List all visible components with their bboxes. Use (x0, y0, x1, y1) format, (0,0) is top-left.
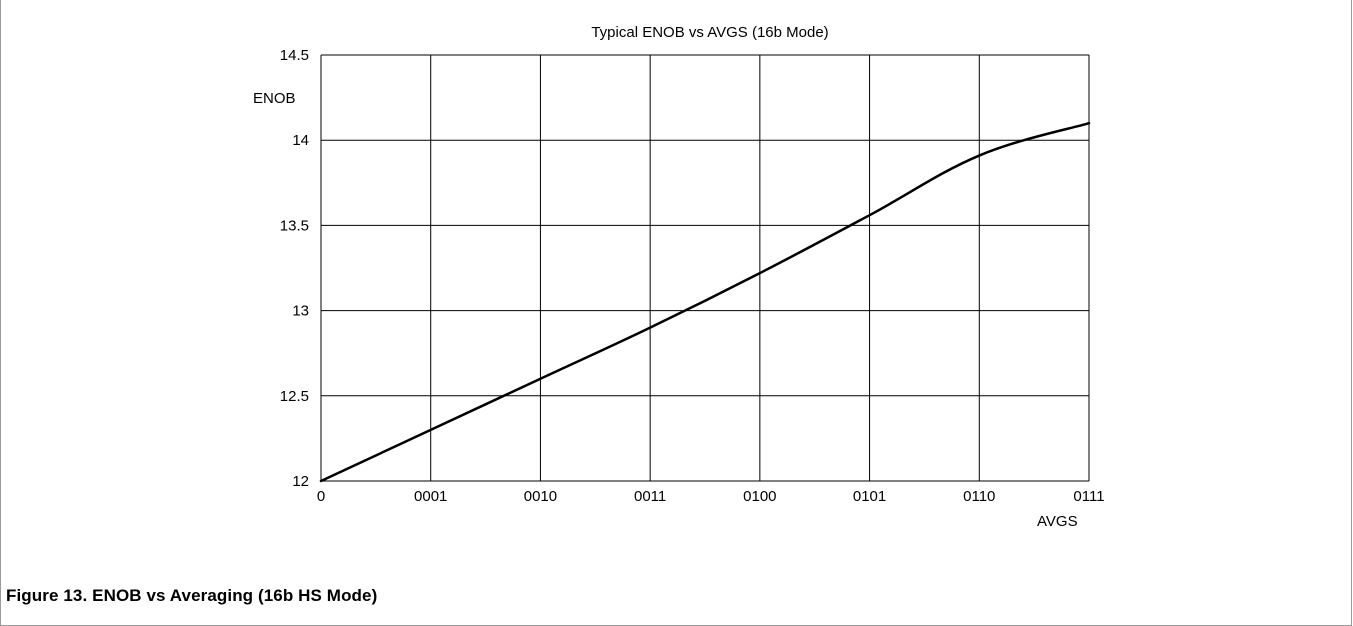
x-tick-label: 0111 (1073, 488, 1104, 505)
x-tick-label: 0100 (743, 488, 776, 505)
x-tick-label: 0011 (634, 488, 666, 505)
y-axis-label: ENOB (253, 90, 296, 107)
x-tick-label: 0001 (414, 488, 447, 505)
enob-series-line (319, 121, 1091, 483)
x-axis-label: AVGS (1037, 513, 1078, 530)
y-tick-label: 14.5 (280, 47, 309, 64)
grid (320, 54, 1090, 482)
y-tick-label: 12.5 (280, 388, 309, 405)
y-tick-label: 12 (292, 473, 309, 490)
chart-title: Typical ENOB vs AVGS (16b Mode) (591, 24, 828, 41)
y-tick-label: 13 (292, 303, 309, 320)
x-tick-labels: 0 0001 0010 0011 0100 0101 0110 0111 (317, 488, 1105, 505)
x-tick-label: 0 (317, 488, 325, 505)
enob-vs-avgs-chart: Typical ENOB vs AVGS (16b Mode) 12 12.5 13… (253, 24, 1105, 530)
y-tick-label: 14 (292, 132, 309, 149)
figure-caption: Figure 13. ENOB vs Averaging (16b HS Mod… (6, 586, 378, 605)
x-tick-label: 0010 (524, 488, 557, 505)
y-tick-label: 13.5 (280, 217, 309, 234)
x-tick-label: 0110 (963, 488, 995, 505)
y-tick-labels: 12 12.5 13 13.5 14 14.5 (280, 47, 309, 490)
x-tick-label: 0101 (853, 488, 886, 505)
